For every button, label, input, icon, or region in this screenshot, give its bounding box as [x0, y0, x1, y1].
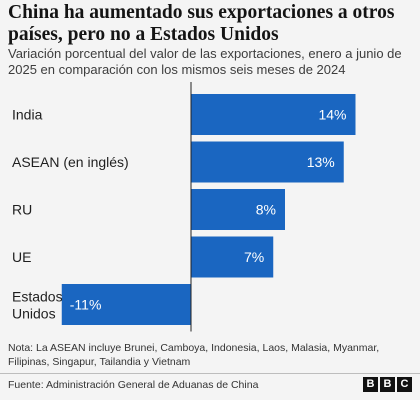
data-label: 14% [318, 107, 346, 123]
category-label: RU [12, 202, 32, 218]
chart-subtitle: Variación porcentual del valor de las ex… [8, 46, 402, 77]
bar [191, 94, 356, 135]
category-label: ASEAN (en inglés) [12, 154, 129, 170]
bbc-logo-letter: B [380, 377, 395, 392]
bar [191, 189, 285, 230]
bbc-logo: B B C [363, 377, 412, 392]
data-label: -11% [70, 297, 102, 313]
category-label: Estados Unidos [12, 289, 63, 322]
bar-chart: 14% India 13% ASEAN (en inglés) 8% RU 7% UE -11%… [12, 82, 356, 332]
bbc-logo-letter: B [363, 377, 378, 392]
footer-divider [0, 373, 420, 374]
chart-title: China ha aumentado sus exportaciones a o… [8, 2, 395, 45]
bar [61, 284, 191, 325]
data-label: 8% [256, 202, 276, 218]
bar [191, 236, 274, 278]
data-label: 13% [307, 154, 335, 170]
source-text: Fuente: Administración General de Aduana… [8, 379, 259, 391]
category-label: India [12, 107, 43, 123]
category-label: UE [12, 249, 31, 265]
bar [191, 141, 344, 183]
data-label: 7% [244, 249, 264, 265]
chart-note: Nota: La ASEAN incluye Brunei, Camboya, … [8, 342, 380, 368]
bbc-logo-letter: C [397, 377, 412, 392]
